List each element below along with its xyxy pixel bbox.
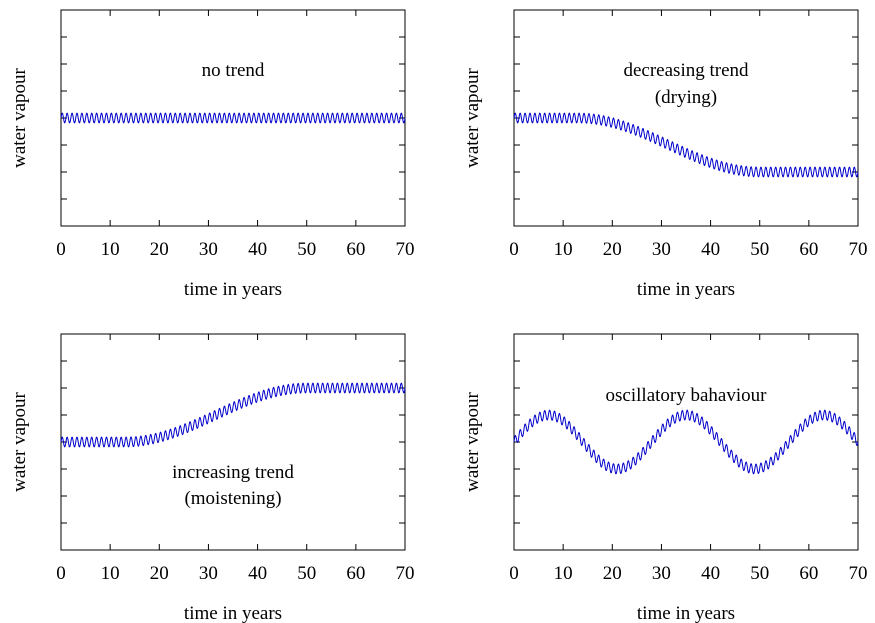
x-tick-label: 30 xyxy=(652,563,671,584)
x-tick-label: 30 xyxy=(199,239,218,260)
x-tick-label: 20 xyxy=(150,563,169,584)
x-tick-label: 30 xyxy=(652,239,671,260)
chart-annotation: increasing trend xyxy=(172,462,294,483)
x-tick-label: 20 xyxy=(150,239,169,260)
x-tick-label: 0 xyxy=(509,239,519,260)
x-tick-label: 10 xyxy=(101,563,120,584)
x-tick-label: 10 xyxy=(554,239,573,260)
chart-annotation: oscillatory bahaviour xyxy=(606,385,768,406)
x-tick-label: 70 xyxy=(849,239,868,260)
x-tick-label: 40 xyxy=(701,563,720,584)
x-tick-label: 70 xyxy=(396,563,415,584)
x-tick-label: 10 xyxy=(101,239,120,260)
x-tick-label: 70 xyxy=(396,239,415,260)
series-line xyxy=(60,112,406,124)
x-axis-label: time in years xyxy=(637,279,735,300)
plot-frame xyxy=(513,333,859,551)
y-axis-label: water vapour xyxy=(9,67,30,167)
chart-annotation: (drying) xyxy=(655,87,717,108)
x-tick-label: 60 xyxy=(346,563,365,584)
x-tick-label: 50 xyxy=(297,239,316,260)
x-tick-label: 0 xyxy=(509,563,519,584)
panel-4: 0 10 20 30 40 50 60 70 time in years water vapour… xyxy=(462,333,868,623)
x-axis-label: time in years xyxy=(184,279,282,300)
x-axis-label: time in years xyxy=(637,603,735,623)
chart-annotation: decreasing trend xyxy=(623,60,749,81)
x-tick-label: 60 xyxy=(799,239,818,260)
chart-annotation: (moistening) xyxy=(184,488,281,509)
x-axis-label: time in years xyxy=(184,603,282,623)
x-tick-label: 40 xyxy=(248,563,267,584)
x-tick-label: 40 xyxy=(701,239,720,260)
series-line xyxy=(60,382,406,448)
panel-3: 0 10 20 30 40 50 60 70 time in years water vapour… xyxy=(9,333,415,623)
chart-annotation: no trend xyxy=(202,60,265,81)
x-tick-label: 40 xyxy=(248,239,267,260)
x-tick-label: 50 xyxy=(750,563,769,584)
x-tick-label: 50 xyxy=(297,563,316,584)
panel-2: 0 10 20 30 40 50 60 70 time in years water vapour… xyxy=(462,9,868,300)
x-tick-label: 70 xyxy=(849,563,868,584)
y-axis-label: water vapour xyxy=(9,391,30,491)
x-tick-label: 60 xyxy=(346,239,365,260)
x-tick-label: 10 xyxy=(554,563,573,584)
x-tick-label: 0 xyxy=(56,563,66,584)
x-tick-label: 30 xyxy=(199,563,218,584)
panel-1: 0 10 20 30 40 50 60 70 time in years water vapour… xyxy=(9,9,415,300)
y-axis-label: water vapour xyxy=(462,391,483,491)
y-axis-label: water vapour xyxy=(462,67,483,167)
x-tick-label: 0 xyxy=(56,239,66,260)
x-tick-label: 20 xyxy=(603,563,622,584)
series-line xyxy=(513,409,859,475)
x-tick-label: 50 xyxy=(750,239,769,260)
series-line xyxy=(513,112,859,178)
x-tick-label: 20 xyxy=(603,239,622,260)
x-tick-label: 60 xyxy=(799,563,818,584)
